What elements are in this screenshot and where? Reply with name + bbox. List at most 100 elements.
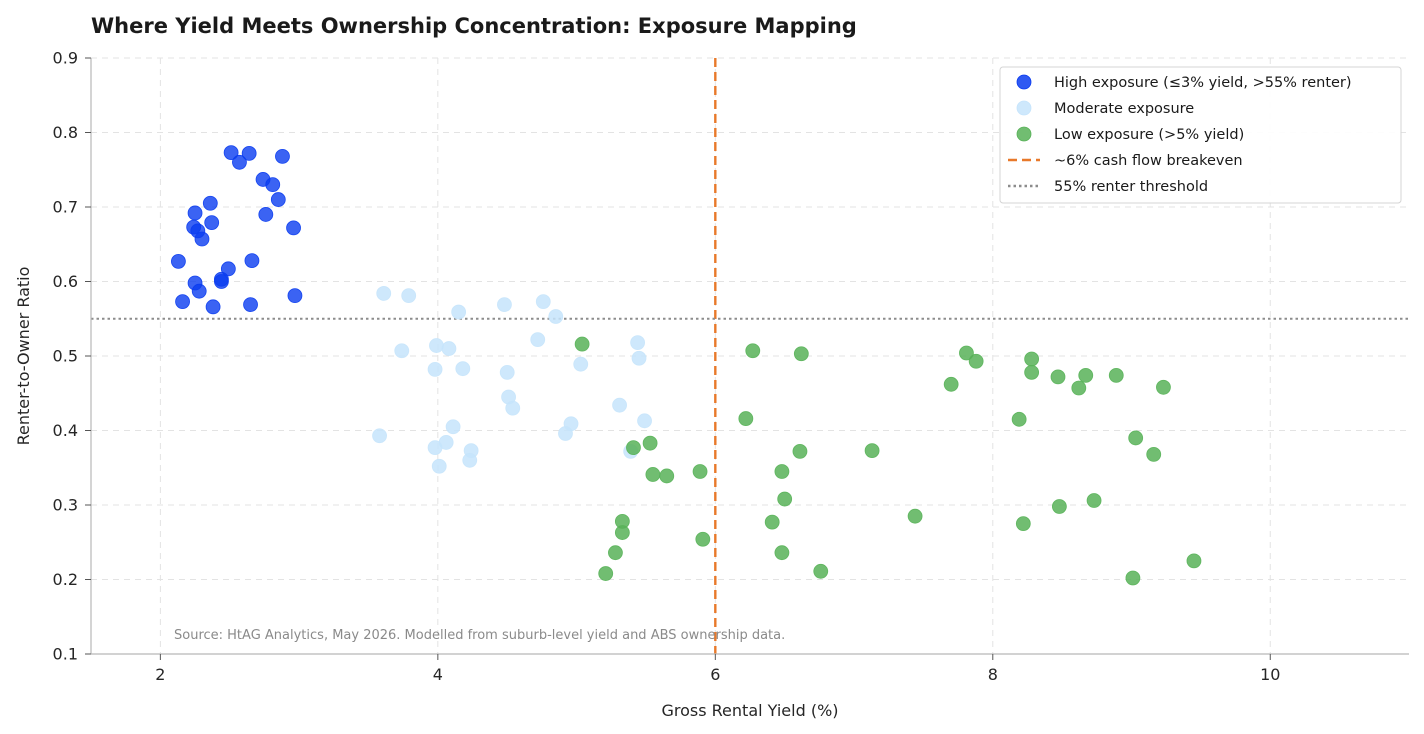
data-point <box>1051 499 1067 514</box>
data-point <box>659 468 675 484</box>
data-point <box>637 413 652 429</box>
data-point <box>535 294 551 310</box>
data-point <box>1024 351 1040 367</box>
data-point <box>1078 367 1094 383</box>
data-point <box>1086 493 1102 508</box>
data-point <box>777 491 793 507</box>
data-point <box>427 362 443 377</box>
y-tick-label: 0.5 <box>53 347 78 366</box>
x-tick-label: 4 <box>433 665 443 684</box>
data-point <box>764 514 780 530</box>
data-point <box>275 148 290 164</box>
data-point <box>202 195 218 211</box>
y-axis-label: Renter-to-Owner Ratio <box>14 267 33 446</box>
data-point <box>194 231 210 247</box>
legend-label: High exposure (≤3% yield, >55% renter) <box>1054 75 1352 91</box>
data-point <box>244 253 260 269</box>
chart-title: Where Yield Meets Ownership Concentratio… <box>91 14 857 38</box>
data-point <box>774 464 790 479</box>
data-point <box>558 426 573 441</box>
series-high <box>171 145 303 315</box>
data-point <box>598 566 614 581</box>
legend-label: 55% renter threshold <box>1054 179 1208 195</box>
data-point <box>243 297 258 312</box>
x-tick-label: 6 <box>710 665 720 684</box>
legend-marker <box>1016 126 1032 142</box>
data-point <box>499 364 515 380</box>
data-point <box>205 299 221 315</box>
data-point <box>505 400 521 416</box>
series-moderate <box>372 286 652 474</box>
data-point <box>171 253 186 269</box>
data-point <box>1011 411 1027 427</box>
data-point <box>792 443 808 459</box>
y-tick-label: 0.3 <box>53 496 78 515</box>
data-point <box>445 419 461 435</box>
legend-box <box>999 66 1402 204</box>
data-point <box>241 145 257 161</box>
data-point <box>1186 553 1202 569</box>
data-point <box>427 440 443 456</box>
data-point <box>220 261 236 277</box>
tick-labels: 2 4 6 8 10 0.1 0.2 0.3 0.4 0.5 0.6 0.7 0.8 0.9 <box>53 49 1281 685</box>
data-point <box>286 220 301 236</box>
data-point <box>907 508 923 524</box>
data-point <box>1050 369 1066 385</box>
data-point <box>441 341 457 356</box>
data-point <box>372 428 387 444</box>
legend-marker <box>1016 100 1032 116</box>
data-point <box>864 443 880 459</box>
x-axis-label: Gross Rental Yield (%) <box>661 701 838 720</box>
x-tick-label: 10 <box>1260 665 1280 684</box>
data-point <box>968 353 984 369</box>
data-point <box>695 531 711 547</box>
data-point <box>631 350 647 366</box>
data-point <box>214 274 229 289</box>
legend-label: Moderate exposure <box>1054 101 1194 117</box>
data-point <box>258 207 274 222</box>
data-point <box>1024 364 1040 380</box>
data-point <box>204 215 220 231</box>
data-point <box>429 338 444 353</box>
reference-lines <box>91 58 1409 654</box>
y-tick-label: 0.9 <box>53 49 78 68</box>
data-point <box>745 343 761 359</box>
data-point <box>1071 380 1087 396</box>
data-point <box>642 435 658 451</box>
data-point <box>645 467 661 482</box>
data-point <box>530 332 546 348</box>
x-tick-label: 8 <box>988 665 998 684</box>
data-point <box>1146 446 1162 462</box>
legend-label: ~6% cash flow breakeven <box>1054 153 1243 169</box>
data-points <box>171 145 1202 586</box>
data-point <box>793 346 809 362</box>
data-point <box>630 335 646 350</box>
data-point <box>497 297 512 312</box>
series-low <box>574 336 1202 586</box>
data-point <box>462 452 478 468</box>
x-tick-label: 2 <box>155 665 165 684</box>
data-point <box>431 458 447 474</box>
data-point <box>608 545 623 561</box>
data-point <box>223 145 239 161</box>
data-point <box>451 304 467 320</box>
data-point <box>1108 367 1124 383</box>
data-point <box>943 376 959 392</box>
y-tick-label: 0.2 <box>53 570 78 589</box>
data-point <box>455 361 471 377</box>
data-point <box>692 464 708 479</box>
data-point <box>175 294 190 310</box>
legend-label: Low exposure (>5% yield) <box>1054 127 1244 143</box>
data-point <box>265 177 281 193</box>
data-point <box>1015 516 1031 532</box>
y-tick-label: 0.8 <box>53 123 78 142</box>
data-point <box>959 345 974 361</box>
data-point <box>376 286 392 301</box>
data-point <box>548 309 564 324</box>
source-note: Source: HtAG Analytics, May 2026. Modell… <box>174 628 785 643</box>
data-point <box>626 440 641 456</box>
data-point <box>232 154 247 170</box>
data-point <box>287 288 303 304</box>
data-point <box>401 288 417 304</box>
data-point <box>270 192 286 207</box>
